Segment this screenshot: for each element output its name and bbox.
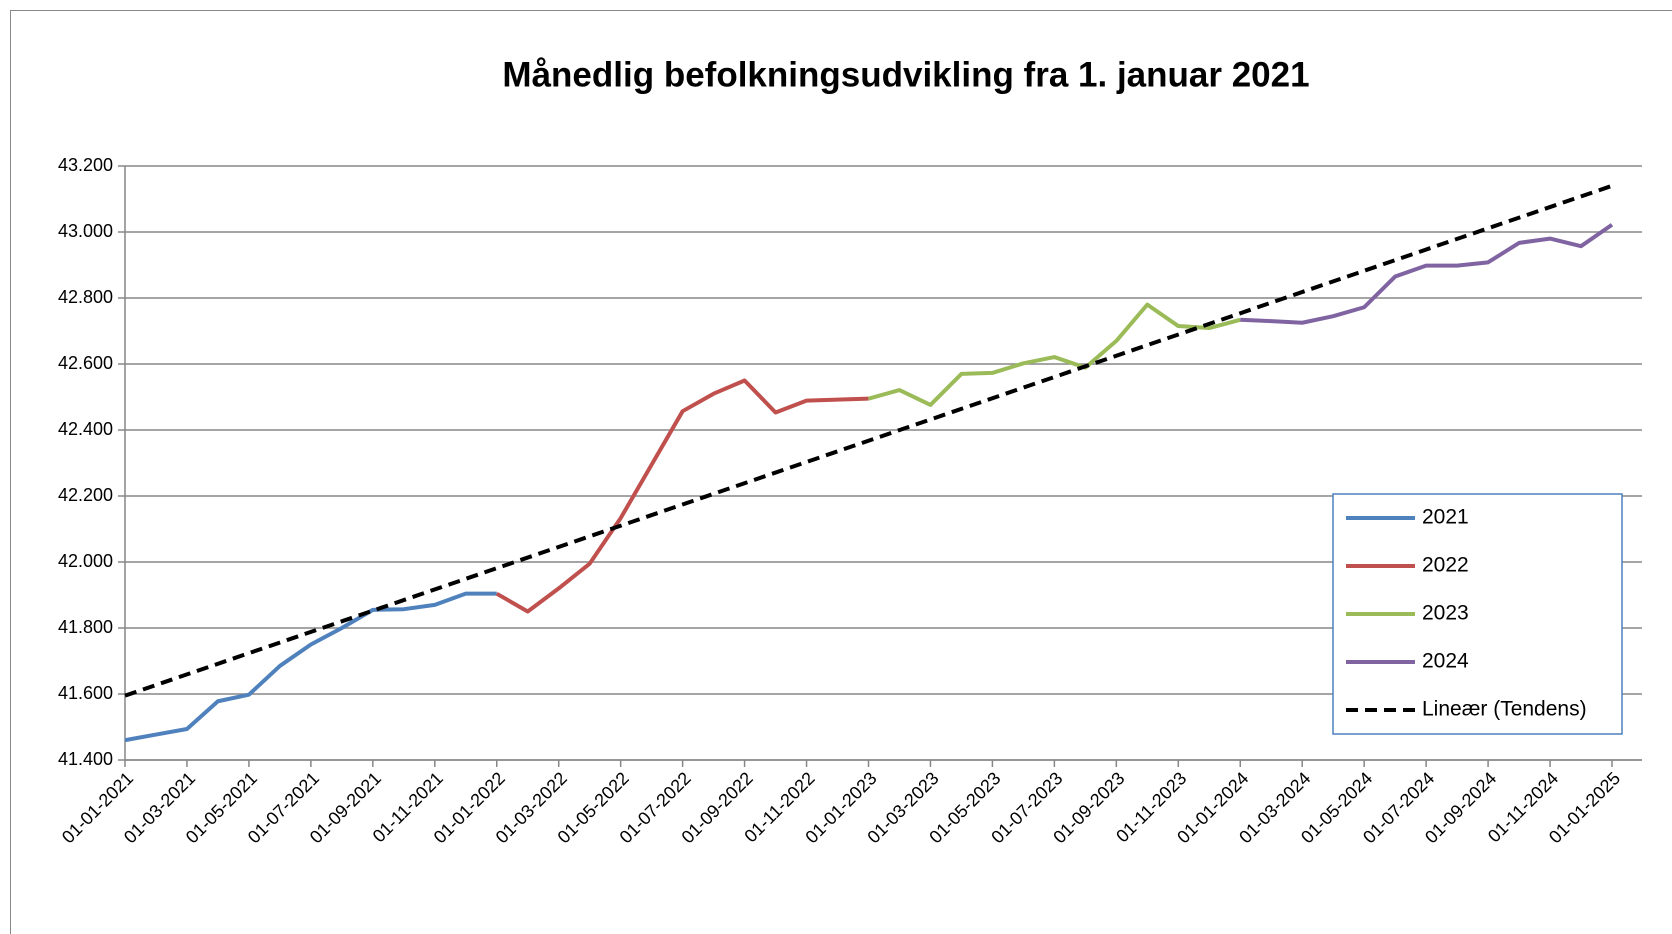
legend-label: 2023 [1422, 602, 1469, 625]
legend-label: 2021 [1422, 506, 1469, 529]
series-line [495, 378, 869, 614]
y-tick-label: 42.600 [58, 353, 113, 373]
series-line [1240, 223, 1614, 325]
y-tick-label: 42.000 [58, 551, 113, 571]
y-tick-label: 42.800 [58, 287, 113, 307]
y-tick-label: 42.200 [58, 485, 113, 505]
y-tick-label: 42.400 [58, 419, 113, 439]
y-tick-label: 41.400 [58, 749, 113, 769]
chart-border [10, 10, 1672, 934]
y-tick-label: 43.200 [58, 155, 113, 175]
y-tick-label: 41.800 [58, 617, 113, 637]
y-tick-label: 43.000 [58, 221, 113, 241]
series-line [124, 591, 497, 743]
legend-label: 2024 [1422, 650, 1469, 673]
trend-line [124, 183, 1613, 698]
legend-label: 2022 [1422, 554, 1469, 577]
legend-label: Lineær (Tendens) [1422, 698, 1587, 721]
chart-title: Månedlig befolkningsudvikling fra 1. jan… [502, 55, 1309, 94]
series-line [867, 302, 1241, 407]
y-tick-label: 41.600 [58, 683, 113, 703]
